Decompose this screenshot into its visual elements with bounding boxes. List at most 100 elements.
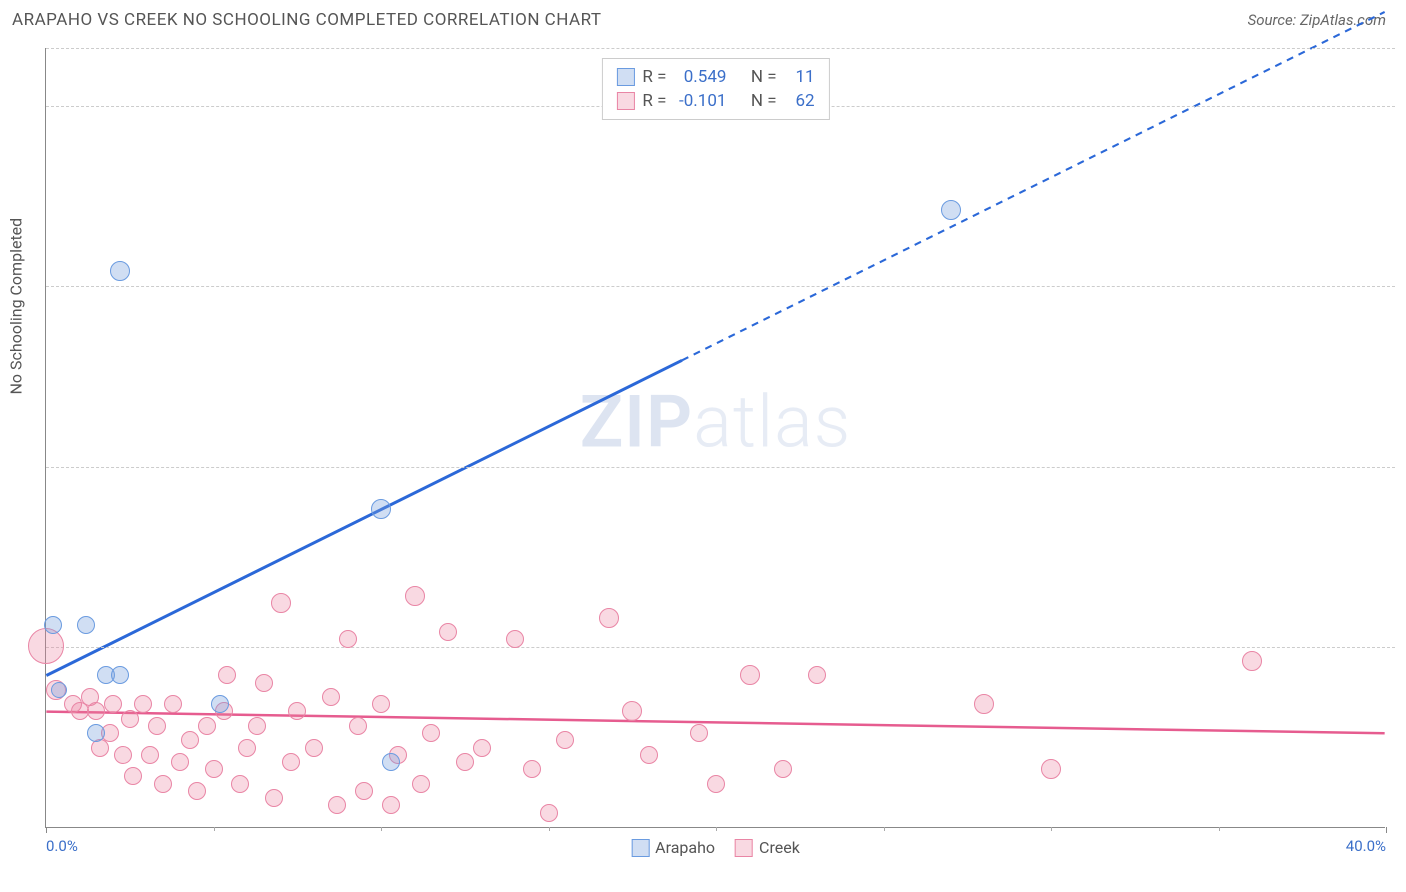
scatter-point — [87, 724, 105, 742]
x-tick-minor — [549, 827, 550, 831]
chart-source: Source: ZipAtlas.com — [1248, 11, 1386, 29]
legend-r-label: R = — [642, 67, 666, 87]
scatter-point — [808, 666, 826, 684]
scatter-point — [439, 623, 457, 641]
x-tick-minor — [716, 827, 717, 831]
scatter-point — [774, 760, 792, 778]
scatter-point — [523, 760, 541, 778]
legend-swatch — [616, 92, 634, 110]
scatter-point — [640, 746, 658, 764]
watermark-bold: ZIP — [580, 379, 693, 464]
x-tick-minor — [884, 827, 885, 831]
x-tick-minor — [1051, 827, 1052, 831]
scatter-point — [218, 666, 236, 684]
scatter-point — [974, 694, 994, 714]
chart-title: ARAPAHO VS CREEK NO SCHOOLING COMPLETED … — [12, 10, 602, 30]
legend-n-value: 11 — [785, 67, 815, 87]
scatter-point — [124, 767, 142, 785]
legend-r-value: 0.549 — [674, 67, 726, 87]
scatter-point — [322, 688, 340, 706]
scatter-point — [171, 753, 189, 771]
scatter-point — [141, 746, 159, 764]
scatter-point — [371, 499, 391, 519]
scatter-point — [355, 782, 373, 800]
plot-area: ZIPatlas 2.5%7.5%0.0%40.0% — [46, 48, 1385, 827]
chart-header: ARAPAHO VS CREEK NO SCHOOLING COMPLETED … — [0, 0, 1406, 38]
gridline-h — [46, 286, 1395, 287]
x-tick-minor — [381, 827, 382, 831]
scatter-point — [690, 724, 708, 742]
scatter-point — [941, 200, 961, 220]
legend-r-label: R = — [642, 91, 666, 111]
watermark-light: atlas — [693, 379, 851, 464]
legend-bottom: Arapaho Creek — [631, 838, 800, 857]
trendline-solid — [46, 712, 1384, 734]
scatter-point — [622, 701, 642, 721]
scatter-point — [328, 796, 346, 814]
gridline-h — [46, 48, 1395, 49]
scatter-point — [1041, 759, 1061, 779]
legend-top-row: R = 0.549 N = 11 — [616, 65, 814, 89]
legend-swatch — [616, 68, 634, 86]
scatter-point — [422, 724, 440, 742]
legend-bottom-item: Arapaho — [631, 838, 715, 857]
legend-r-value: -0.101 — [674, 91, 726, 111]
scatter-point — [372, 695, 390, 713]
gridline-h — [46, 467, 1395, 468]
scatter-point — [740, 665, 760, 685]
scatter-point — [506, 630, 524, 648]
scatter-point — [231, 775, 249, 793]
x-tick-label: 40.0% — [1346, 837, 1386, 855]
scatter-point — [238, 739, 256, 757]
scatter-point — [305, 739, 323, 757]
scatter-point — [248, 717, 266, 735]
x-tick-minor — [214, 827, 215, 831]
scatter-point — [198, 717, 216, 735]
watermark: ZIPatlas — [580, 379, 852, 464]
scatter-point — [121, 710, 139, 728]
trendline-solid — [46, 360, 682, 675]
scatter-point — [540, 804, 558, 822]
legend-bottom-item: Creek — [735, 838, 800, 857]
legend-series-label: Creek — [759, 838, 800, 857]
scatter-point — [255, 674, 273, 692]
scatter-point — [473, 739, 491, 757]
legend-n-label: N = — [751, 67, 777, 87]
scatter-point — [265, 789, 283, 807]
scatter-point — [188, 782, 206, 800]
legend-n-label: N = — [751, 91, 777, 111]
scatter-point — [339, 630, 357, 648]
legend-swatch — [735, 839, 753, 857]
scatter-point — [134, 695, 152, 713]
scatter-point — [111, 666, 129, 684]
scatter-point — [412, 775, 430, 793]
scatter-point — [28, 628, 64, 664]
legend-series-label: Arapaho — [655, 838, 715, 857]
y-axis-label: No Schooling Completed — [7, 217, 26, 394]
chart-container: No Schooling Completed ZIPatlas 2.5%7.5%… — [45, 48, 1385, 828]
scatter-point — [181, 731, 199, 749]
legend-top: R = 0.549 N = 11 R = -0.101 N = 62 — [601, 58, 829, 120]
scatter-point — [282, 753, 300, 771]
gridline-h — [46, 647, 1395, 648]
scatter-point — [154, 775, 172, 793]
scatter-point — [51, 682, 67, 698]
scatter-point — [164, 695, 182, 713]
scatter-point — [148, 717, 166, 735]
legend-top-row: R = -0.101 N = 62 — [616, 89, 814, 113]
trendlines-svg — [46, 48, 1385, 827]
x-tick — [1386, 827, 1387, 833]
scatter-point — [87, 702, 105, 720]
legend-n-value: 62 — [785, 91, 815, 111]
x-tick-minor — [1219, 827, 1220, 831]
scatter-point — [349, 717, 367, 735]
scatter-point — [104, 695, 122, 713]
scatter-point — [382, 753, 400, 771]
scatter-point — [205, 760, 223, 778]
scatter-point — [211, 695, 229, 713]
scatter-point — [1242, 651, 1262, 671]
legend-swatch — [631, 839, 649, 857]
scatter-point — [556, 731, 574, 749]
scatter-point — [271, 593, 291, 613]
scatter-point — [77, 616, 95, 634]
